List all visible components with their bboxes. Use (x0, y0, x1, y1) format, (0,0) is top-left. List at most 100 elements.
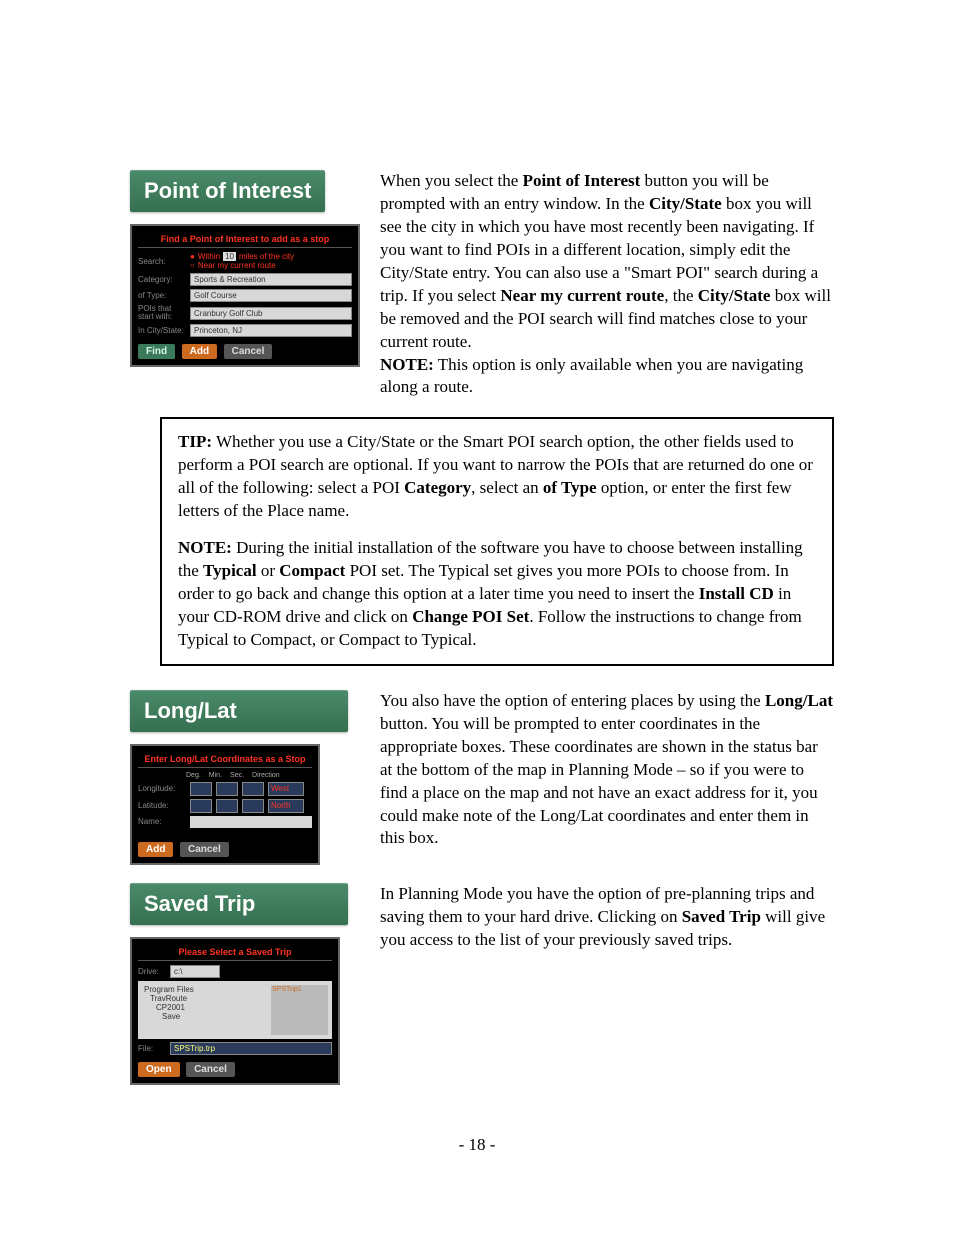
tn-f: Install CD (699, 584, 774, 603)
poi-buttons: Find Add Cancel (138, 340, 352, 359)
open-button[interactable]: Open (138, 1062, 180, 1077)
longlat-left: Long/Lat Enter Long/Lat Coordinates as a… (130, 690, 360, 865)
longlat-cancel-button[interactable]: Cancel (180, 842, 229, 857)
poi-type-input[interactable]: Golf Course (190, 289, 352, 302)
poi-panel-title: Find a Point of Interest to add as a sto… (138, 234, 352, 248)
poi-city-row: In City/State: Princeton, NJ (138, 324, 352, 337)
poi-category-label: Category: (138, 275, 186, 284)
poi-start-input[interactable]: Cranbury Golf Club (190, 307, 352, 320)
radio1-pre: Within (198, 252, 220, 261)
poi-text-d: City/State (649, 194, 722, 213)
poi-type-row: of Type: Golf Course (138, 289, 352, 302)
poi-city-label: In City/State: (138, 326, 186, 335)
page-number: - 18 - (0, 1135, 954, 1155)
radio1-miles[interactable]: 10 (223, 252, 236, 261)
poi-text-h: City/State (698, 286, 771, 305)
name-row: Name: (138, 816, 312, 828)
saved-section: Saved Trip Please Select a Saved Trip Dr… (130, 883, 834, 1085)
poi-start-row: POIs that start with: Cranbury Golf Club (138, 305, 352, 321)
tn-d: Compact (279, 561, 345, 580)
radio-dot-icon: ○ (190, 261, 195, 270)
tn-c: or (257, 561, 280, 580)
longlat-header: Long/Lat (130, 690, 348, 732)
tree-item-1[interactable]: TravRoute (150, 994, 271, 1003)
poi-header: Point of Interest (130, 170, 325, 212)
poi-category-row: Category: Sports & Recreation (138, 273, 352, 286)
tip-para: TIP: Whether you use a City/State or the… (178, 431, 816, 523)
col-sec: Sec. (230, 772, 244, 779)
tree-box: Program Files TravRoute CP2001 Save SPST… (138, 981, 332, 1039)
poi-radio-within[interactable]: ● Within 10 miles of the city (190, 252, 352, 261)
longlat-panel: Enter Long/Lat Coordinates as a Stop Deg… (130, 744, 320, 865)
saved-panel: Please Select a Saved Trip Drive: c:\ Pr… (130, 937, 340, 1085)
longlat-add-button[interactable]: Add (138, 842, 173, 857)
longlat-cols: Deg. Min. Sec. Direction (186, 772, 312, 779)
longlat-buttons: Add Cancel (138, 838, 312, 857)
tip-label: TIP: (178, 432, 212, 451)
name-input[interactable] (190, 816, 312, 828)
saved-text: In Planning Mode you have the option of … (380, 883, 834, 952)
tn-b: Typical (203, 561, 257, 580)
tip-note-label: NOTE: (178, 538, 232, 557)
tip-note-para: NOTE: During the initial installation of… (178, 537, 816, 652)
longitude-row: Longitude: West (138, 782, 312, 796)
lat-min[interactable] (216, 799, 238, 813)
tip-c: , select an (471, 478, 543, 497)
ll-b: Long/Lat (765, 691, 833, 710)
lat-dir[interactable]: North (268, 799, 304, 813)
tip-b: Category (404, 478, 471, 497)
poi-radio-near[interactable]: ○ Near my current route (190, 261, 352, 270)
tree-item-0[interactable]: Program Files (144, 985, 271, 994)
radio1-post: miles of the city (239, 252, 294, 261)
latitude-row: Latitude: North (138, 799, 312, 813)
radio-dot-icon: ● (190, 252, 195, 261)
tip-box: TIP: Whether you use a City/State or the… (160, 417, 834, 665)
saved-buttons: Open Cancel (138, 1058, 332, 1077)
name-label: Name: (138, 817, 186, 826)
poi-start-label: POIs that start with: (138, 305, 186, 321)
longlat-text: You also have the option of entering pla… (380, 690, 834, 851)
cancel-button[interactable]: Cancel (224, 344, 273, 359)
preview-box: SPSTrip1 (271, 985, 328, 1035)
tree-item-3[interactable]: Save (162, 1012, 271, 1021)
poi-text-g: , the (664, 286, 698, 305)
poi-text-b: Point of Interest (523, 171, 641, 190)
long-min[interactable] (216, 782, 238, 796)
saved-left: Saved Trip Please Select a Saved Trip Dr… (130, 883, 360, 1085)
poi-section: Point of Interest Find a Point of Intere… (130, 170, 834, 399)
saved-header: Saved Trip (130, 883, 348, 925)
add-button[interactable]: Add (182, 344, 217, 359)
radio2-label: Near my current route (198, 261, 276, 270)
tree-item-2[interactable]: CP2001 (156, 1003, 271, 1012)
ll-a: You also have the option of entering pla… (380, 691, 765, 710)
lat-deg[interactable] (190, 799, 212, 813)
long-sec[interactable] (242, 782, 264, 796)
page: Point of Interest Find a Point of Intere… (0, 0, 954, 1235)
longlat-panel-title: Enter Long/Lat Coordinates as a Stop (138, 754, 312, 768)
saved-panel-title: Please Select a Saved Trip (138, 947, 332, 961)
poi-text-f: Near my current route (500, 286, 664, 305)
col-deg: Deg. (186, 772, 201, 779)
poi-note-text: This option is only available when you a… (380, 355, 803, 397)
longlat-section: Long/Lat Enter Long/Lat Coordinates as a… (130, 690, 834, 865)
poi-search-label: Search: (138, 257, 186, 266)
tn-h: Change POI Set (412, 607, 529, 626)
poi-city-input[interactable]: Princeton, NJ (190, 324, 352, 337)
lat-sec[interactable] (242, 799, 264, 813)
file-input[interactable]: SPSTrip.trp (170, 1042, 332, 1055)
find-button[interactable]: Find (138, 344, 175, 359)
latitude-label: Latitude: (138, 801, 186, 810)
file-label: File: (138, 1044, 166, 1053)
drive-row: Drive: c:\ (138, 965, 332, 978)
poi-text: When you select the Point of Interest bu… (380, 170, 834, 399)
poi-text-a: When you select the (380, 171, 523, 190)
poi-note-label: NOTE: (380, 355, 434, 374)
poi-category-input[interactable]: Sports & Recreation (190, 273, 352, 286)
long-dir[interactable]: West (268, 782, 304, 796)
ll-c: button. You will be prompted to enter co… (380, 714, 818, 848)
long-deg[interactable] (190, 782, 212, 796)
poi-left: Point of Interest Find a Point of Intere… (130, 170, 360, 367)
tree-list[interactable]: Program Files TravRoute CP2001 Save (142, 985, 271, 1035)
saved-cancel-button[interactable]: Cancel (186, 1062, 235, 1077)
drive-input[interactable]: c:\ (170, 965, 220, 978)
